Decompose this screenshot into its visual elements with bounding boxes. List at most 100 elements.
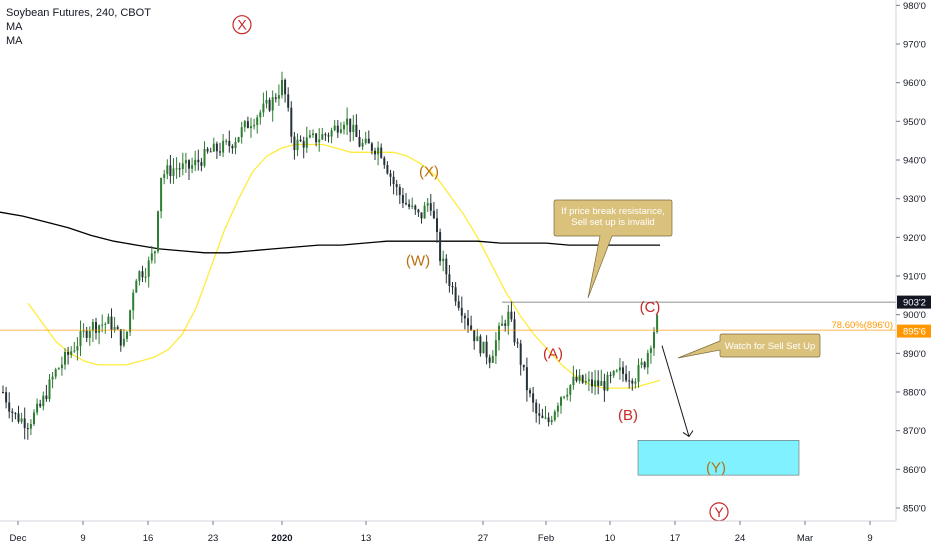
candle[interactable]: [157, 210, 159, 254]
candle[interactable]: [200, 157, 203, 172]
candle[interactable]: [423, 201, 426, 219]
candle[interactable]: [383, 156, 386, 169]
candle[interactable]: [591, 371, 593, 394]
candle[interactable]: [126, 331, 128, 343]
candle[interactable]: [194, 150, 197, 172]
candle[interactable]: [600, 369, 603, 386]
candle[interactable]: [572, 365, 575, 390]
candle[interactable]: [253, 118, 256, 130]
candle[interactable]: [498, 322, 500, 351]
candle[interactable]: [215, 141, 218, 159]
candle[interactable]: [318, 128, 321, 152]
candle[interactable]: [5, 387, 8, 409]
candle[interactable]: [262, 92, 265, 117]
candle[interactable]: [265, 90, 268, 109]
candle[interactable]: [587, 371, 590, 392]
candle[interactable]: [243, 119, 246, 132]
candle[interactable]: [225, 138, 228, 145]
candle[interactable]: [64, 348, 66, 370]
candle[interactable]: [169, 154, 172, 184]
candle[interactable]: [522, 364, 525, 371]
candle[interactable]: [581, 374, 584, 385]
candle[interactable]: [308, 129, 311, 139]
candle[interactable]: [305, 126, 308, 153]
candle[interactable]: [470, 315, 473, 332]
candle[interactable]: [222, 133, 225, 158]
candle[interactable]: [17, 405, 20, 424]
candle[interactable]: [386, 161, 389, 175]
candle[interactable]: [405, 193, 407, 206]
candle[interactable]: [36, 398, 39, 416]
candle[interactable]: [141, 265, 144, 283]
candle[interactable]: [349, 118, 352, 142]
candle[interactable]: [594, 369, 597, 395]
target-zone-box[interactable]: [637, 440, 800, 476]
candle[interactable]: [191, 157, 194, 174]
candle[interactable]: [389, 169, 392, 187]
candle[interactable]: [609, 371, 612, 384]
candle[interactable]: [188, 159, 190, 180]
candle[interactable]: [54, 367, 57, 380]
candle[interactable]: [367, 130, 370, 144]
candle[interactable]: [212, 137, 215, 152]
candle[interactable]: [98, 324, 101, 345]
candle[interactable]: [73, 341, 76, 353]
candle[interactable]: [327, 132, 330, 143]
candle[interactable]: [628, 371, 631, 389]
candle[interactable]: [240, 121, 243, 144]
candle[interactable]: [29, 419, 32, 436]
candle[interactable]: [401, 187, 404, 209]
candle[interactable]: [129, 309, 132, 336]
ma-fast-line[interactable]: [27, 143, 661, 389]
candle[interactable]: [556, 402, 559, 418]
candle[interactable]: [23, 407, 26, 440]
candle[interactable]: [172, 158, 175, 184]
candle[interactable]: [132, 289, 135, 320]
candle[interactable]: [79, 320, 82, 357]
candle[interactable]: [175, 157, 178, 179]
candle[interactable]: [547, 412, 550, 427]
candle[interactable]: [550, 415, 553, 425]
candle[interactable]: [615, 368, 618, 373]
candle[interactable]: [637, 358, 640, 388]
candle[interactable]: [122, 329, 125, 348]
candle[interactable]: [442, 250, 445, 272]
ma-slow-line[interactable]: [0, 211, 660, 254]
callout-sell-setup[interactable]: Watch for Sell Set Up: [677, 333, 821, 359]
candle[interactable]: [95, 317, 97, 340]
candle[interactable]: [277, 84, 280, 106]
candle[interactable]: [57, 367, 60, 370]
candle[interactable]: [439, 228, 442, 266]
candle[interactable]: [315, 132, 318, 147]
candle[interactable]: [612, 369, 615, 378]
candle[interactable]: [411, 197, 414, 210]
candle[interactable]: [246, 116, 249, 129]
candle[interactable]: [640, 358, 643, 369]
candle[interactable]: [436, 208, 438, 243]
candle[interactable]: [153, 250, 156, 264]
candle[interactable]: [488, 354, 491, 369]
candle[interactable]: [333, 119, 336, 132]
candle[interactable]: [417, 208, 420, 217]
candle[interactable]: [321, 127, 324, 141]
candle[interactable]: [494, 332, 497, 364]
candle[interactable]: [237, 136, 240, 143]
candle[interactable]: [88, 326, 91, 346]
candle[interactable]: [119, 328, 122, 352]
candle[interactable]: [116, 325, 119, 330]
candle[interactable]: [482, 341, 485, 354]
candle[interactable]: [563, 395, 566, 400]
candle[interactable]: [553, 409, 556, 422]
candle[interactable]: [643, 360, 646, 370]
candle[interactable]: [532, 386, 535, 413]
candle[interactable]: [501, 315, 504, 327]
candle[interactable]: [274, 93, 277, 103]
candle[interactable]: [160, 177, 163, 219]
candle[interactable]: [454, 282, 457, 306]
projection-arrow-line[interactable]: [661, 345, 690, 437]
candle[interactable]: [101, 314, 104, 333]
candle[interactable]: [355, 114, 358, 138]
candle[interactable]: [432, 201, 435, 220]
candle[interactable]: [231, 144, 234, 154]
